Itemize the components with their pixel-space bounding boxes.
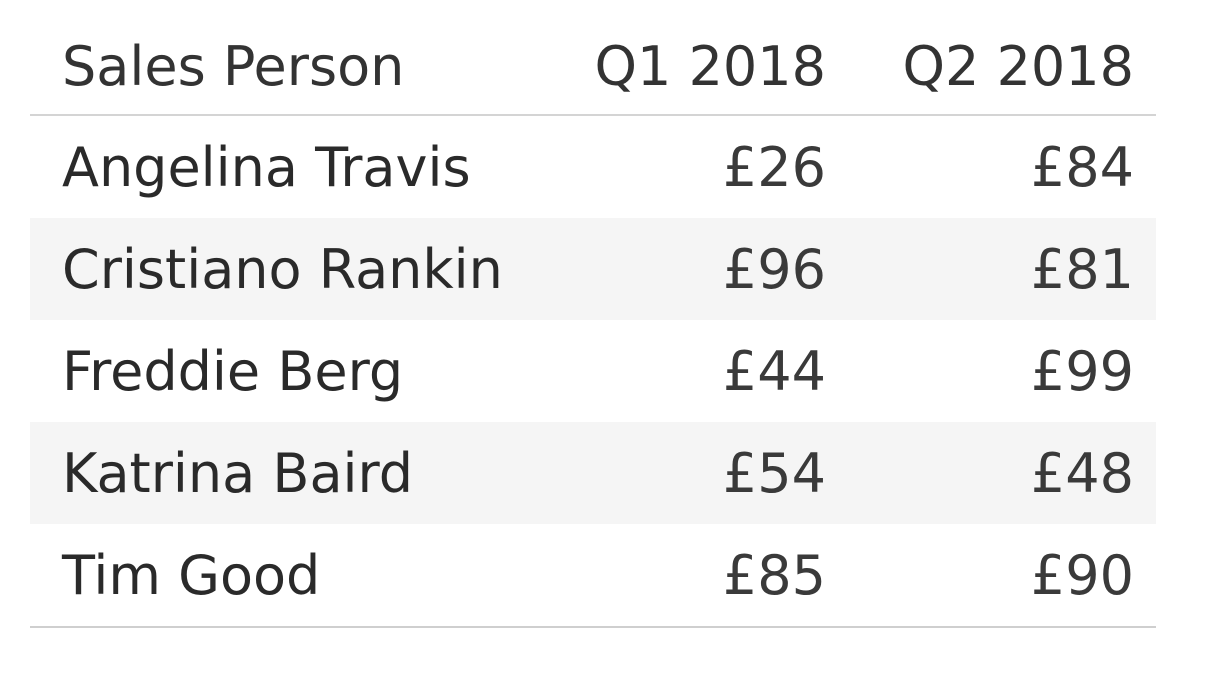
column-header-q1-2018: Q1 2018 bbox=[594, 34, 826, 98]
q2-value-cell: £81 bbox=[1030, 237, 1134, 301]
sales-person-cell: Angelina Travis bbox=[62, 135, 471, 199]
table-row: Tim Good £85 £90 bbox=[30, 524, 1156, 626]
q1-value-cell: £85 bbox=[722, 543, 826, 607]
q1-value-cell: £44 bbox=[722, 339, 826, 403]
table-row: Cristiano Rankin £96 £81 bbox=[30, 218, 1156, 320]
sales-person-cell: Freddie Berg bbox=[62, 339, 404, 403]
table-header-row: Sales Person Q1 2018 Q2 2018 bbox=[30, 18, 1156, 116]
table-row: Freddie Berg £44 £99 bbox=[30, 320, 1156, 422]
column-header-q2-2018: Q2 2018 bbox=[902, 34, 1134, 98]
q1-value-cell: £26 bbox=[722, 135, 826, 199]
table-row: Katrina Baird £54 £48 bbox=[30, 422, 1156, 524]
q2-value-cell: £84 bbox=[1030, 135, 1134, 199]
q2-value-cell: £99 bbox=[1030, 339, 1134, 403]
table-body: Angelina Travis £26 £84 Cristiano Rankin… bbox=[30, 116, 1156, 628]
column-header-sales-person: Sales Person bbox=[62, 34, 405, 98]
sales-table: Sales Person Q1 2018 Q2 2018 Angelina Tr… bbox=[30, 18, 1156, 628]
q2-value-cell: £90 bbox=[1030, 543, 1134, 607]
q1-value-cell: £54 bbox=[722, 441, 826, 505]
q2-value-cell: £48 bbox=[1030, 441, 1134, 505]
q1-value-cell: £96 bbox=[722, 237, 826, 301]
sales-person-cell: Tim Good bbox=[62, 543, 321, 607]
sales-person-cell: Cristiano Rankin bbox=[62, 237, 503, 301]
sales-person-cell: Katrina Baird bbox=[62, 441, 414, 505]
table-row: Angelina Travis £26 £84 bbox=[30, 116, 1156, 218]
